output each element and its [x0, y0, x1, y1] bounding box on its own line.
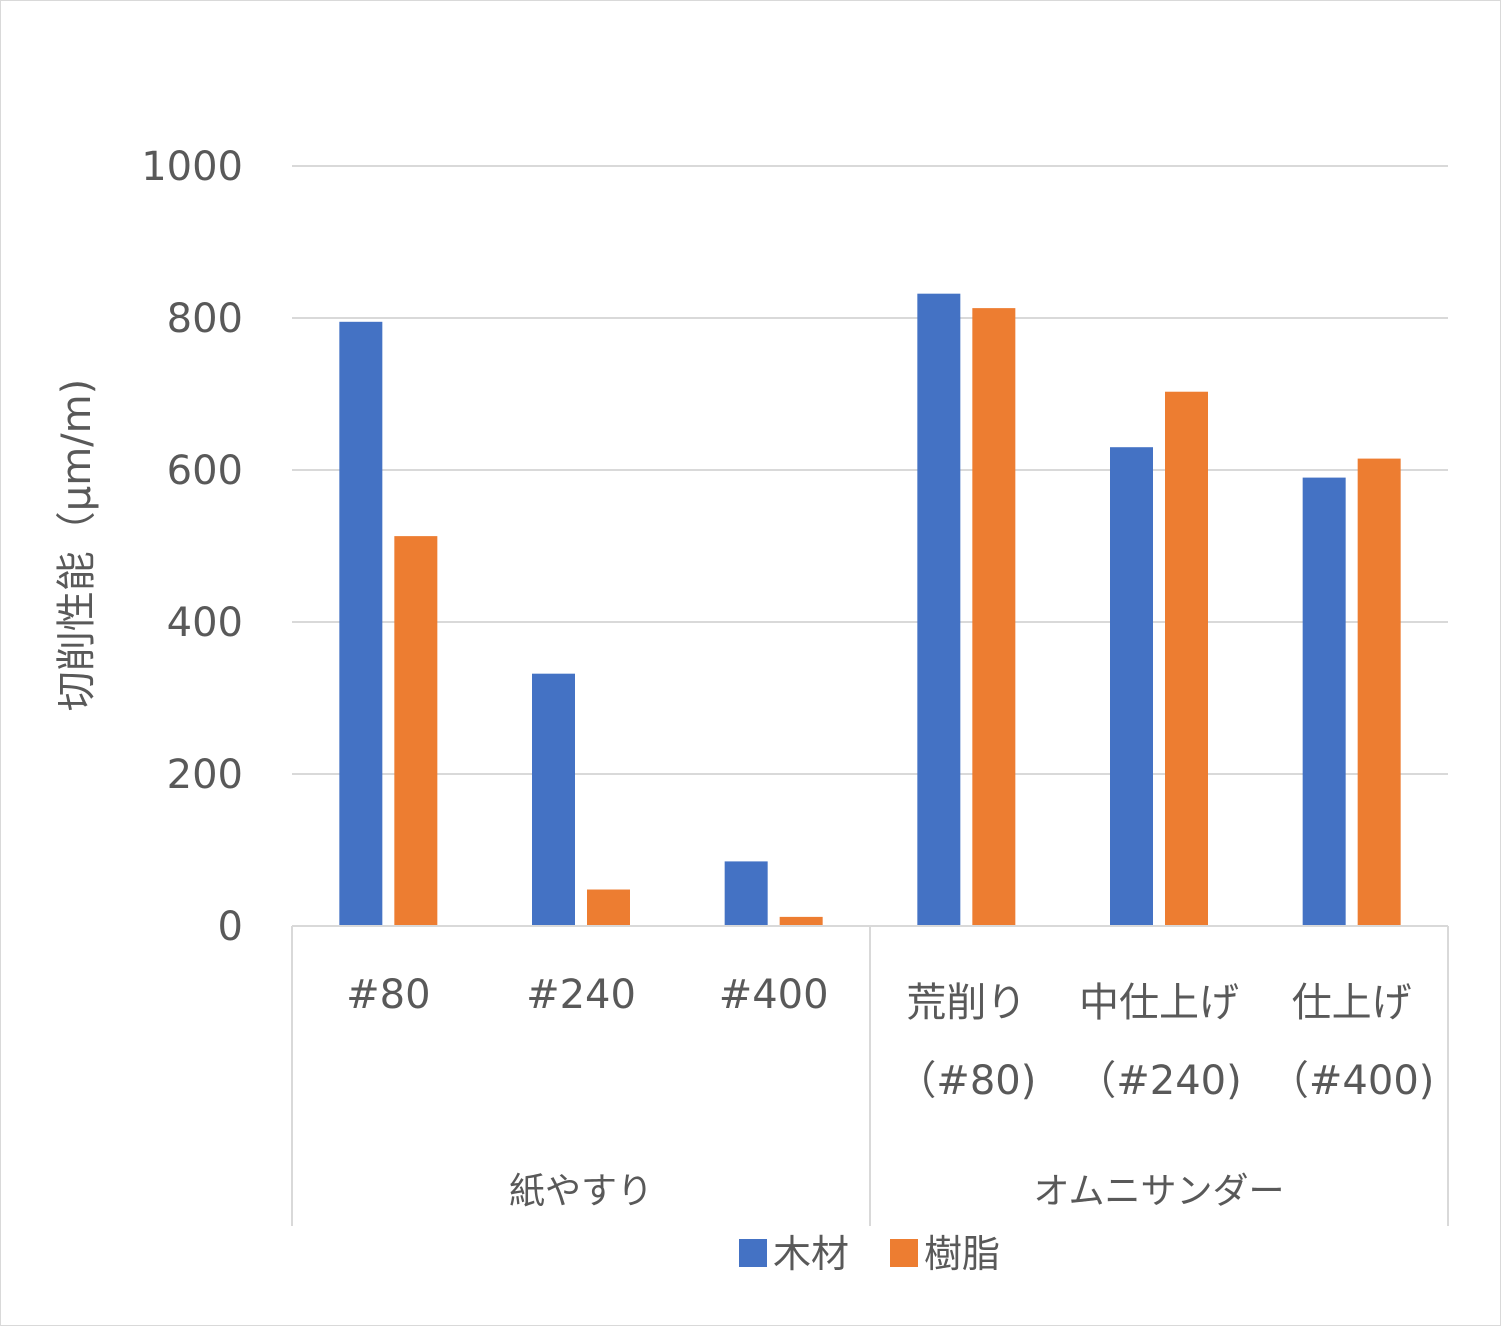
x-category-label: #80 — [346, 972, 430, 1018]
bar-series1 — [532, 673, 575, 926]
x-category-label: 中仕上げ — [1079, 980, 1239, 1026]
x-axis — [291, 925, 1449, 1226]
y-tick-label: 600 — [167, 448, 243, 494]
x-axis-group-labels: 紙やすり オムニサンダー — [509, 1171, 1284, 1212]
bar-series1 — [917, 293, 961, 926]
x-category-label: 荒削り — [906, 980, 1026, 1026]
legend-swatch — [739, 1239, 767, 1267]
y-axis-title: 切削性能（μm/m) — [54, 379, 100, 711]
legend: 木材 樹脂 — [739, 1232, 1000, 1276]
legend-label: 木材 — [773, 1232, 849, 1276]
bar-series1 — [1302, 477, 1346, 926]
y-tick-label: 200 — [167, 752, 243, 798]
y-tick-label: 800 — [167, 296, 243, 342]
x-category-label: （#240) — [1076, 1058, 1241, 1104]
legend-swatch — [890, 1239, 918, 1267]
bars — [339, 293, 1401, 927]
legend-label: 樹脂 — [924, 1232, 1000, 1276]
x-category-label: #400 — [719, 972, 829, 1018]
x-group-label: オムニサンダー — [1034, 1171, 1285, 1212]
y-tick-label: 400 — [167, 600, 243, 646]
y-tick-label: 1000 — [141, 144, 243, 190]
bar-series1 — [1110, 447, 1153, 926]
bar-series1 — [339, 321, 383, 926]
bar-series2 — [394, 536, 438, 926]
x-category-label: 仕上げ — [1292, 980, 1412, 1026]
x-category-label: （#80) — [896, 1058, 1036, 1104]
x-category-label: #240 — [526, 972, 636, 1018]
bar-series1 — [724, 861, 768, 926]
x-axis-category-labels: #80 #240 #400 荒削り （#80) 中仕上げ （#240) 仕上げ （#400) — [346, 972, 1434, 1104]
bar-series2 — [1357, 458, 1401, 926]
bar-series2 — [1165, 391, 1208, 927]
y-tick-label: 0 — [218, 904, 243, 950]
bar-series2 — [779, 916, 823, 926]
gridlines — [292, 165, 1448, 775]
bar-series2 — [972, 308, 1016, 926]
x-group-label: 紙やすり — [509, 1171, 653, 1212]
bar-series2 — [587, 889, 630, 926]
x-category-label: （#400) — [1269, 1058, 1434, 1104]
y-axis-ticks: 0 200 400 600 800 1000 — [141, 144, 243, 950]
